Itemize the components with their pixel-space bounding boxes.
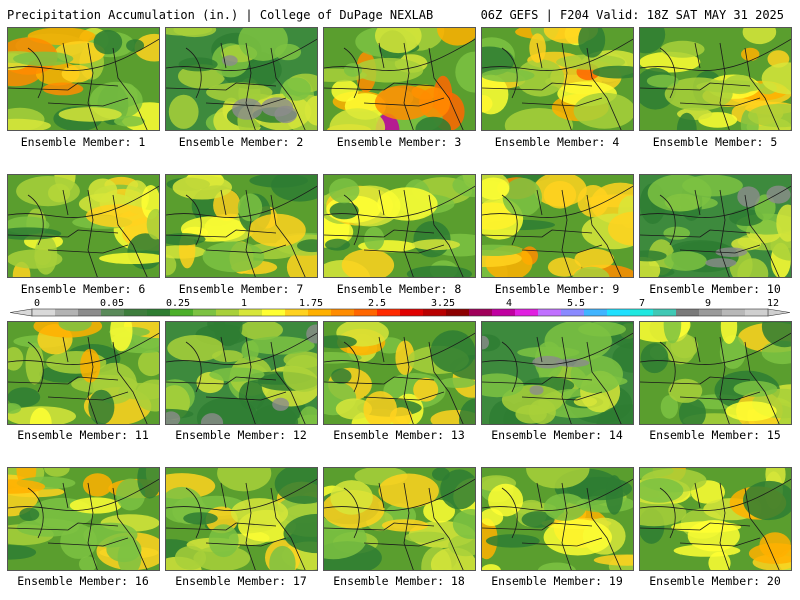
colorbar-swatch (400, 309, 424, 316)
colorbar-swatch (216, 309, 240, 316)
ensemble-member-map (165, 174, 318, 278)
colorbar-swatch (722, 309, 746, 316)
colorbar-tick-label: 0.25 (166, 298, 190, 309)
ensemble-member-label: Ensemble Member: 9 (494, 282, 620, 296)
map-title: Precipitation Accumulation (in.) | Colle… (7, 8, 434, 22)
colorbar-swatch (32, 309, 56, 316)
colorbar-tick-label: 5.5 (567, 298, 585, 309)
colorbar-swatch (653, 309, 677, 316)
colorbar-swatch (331, 309, 355, 316)
colorbar-swatch (377, 309, 401, 316)
ensemble-member-label: Ensemble Member: 10 (649, 282, 781, 296)
colorbar-swatch (147, 309, 171, 316)
ensemble-member-label: Ensemble Member: 13 (333, 428, 465, 442)
ensemble-member-map (323, 27, 476, 131)
ensemble-member-map (7, 467, 160, 571)
colorbar-tick-label: 1.75 (299, 298, 323, 309)
ensemble-member-label: Ensemble Member: 7 (178, 282, 304, 296)
colorbar-swatch (584, 309, 608, 316)
colorbar-tick-label: 1 (241, 298, 247, 309)
colorbar-swatch (285, 309, 309, 316)
ensemble-member-map (323, 174, 476, 278)
precipitation-colorbar: 0 0.05 0.25 1 1.75 2.5 3.25 4 5.5 7 9 12 (10, 296, 790, 324)
ensemble-member-map (639, 27, 792, 131)
colorbar-tick-label: 4 (506, 298, 512, 309)
colorbar-swatch (308, 309, 332, 316)
colorbar-swatch (469, 309, 493, 316)
ensemble-member-map (323, 321, 476, 425)
colorbar-swatch (55, 309, 79, 316)
ensemble-member-label: Ensemble Member: 12 (175, 428, 307, 442)
ensemble-member-label: Ensemble Member: 19 (491, 574, 623, 588)
ensemble-member-map (7, 174, 160, 278)
ensemble-member-label: Ensemble Member: 6 (20, 282, 146, 296)
ensemble-member-map (165, 467, 318, 571)
ensemble-member-map (639, 467, 792, 571)
ensemble-member-label: Ensemble Member: 4 (494, 135, 620, 149)
ensemble-member-map (165, 321, 318, 425)
ensemble-member-map (165, 27, 318, 131)
ensemble-member-map (481, 174, 634, 278)
ensemble-member-map (481, 321, 634, 425)
colorbar-tick-label: 0 (34, 298, 40, 309)
colorbar-swatch (124, 309, 148, 316)
colorbar-tick-label: 3.25 (431, 298, 455, 309)
ensemble-member-label: Ensemble Member: 2 (178, 135, 304, 149)
ensemble-member-label: Ensemble Member: 3 (336, 135, 462, 149)
ensemble-member-label: Ensemble Member: 20 (649, 574, 781, 588)
colorbar-tick-label: 9 (705, 298, 711, 309)
ensemble-member-map (323, 467, 476, 571)
ensemble-member-map (639, 174, 792, 278)
colorbar-tick-label: 12 (767, 298, 779, 309)
colorbar-swatch (745, 309, 769, 316)
colorbar-swatch (676, 309, 700, 316)
ensemble-member-label: Ensemble Member: 15 (649, 428, 781, 442)
ensemble-member-map (7, 27, 160, 131)
ensemble-member-label: Ensemble Member: 5 (652, 135, 778, 149)
colorbar-swatch (538, 309, 562, 316)
colorbar-swatch (515, 309, 539, 316)
ensemble-member-map (639, 321, 792, 425)
colorbar-swatch (423, 309, 447, 316)
colorbar-swatch (239, 309, 263, 316)
ensemble-member-label: Ensemble Member: 14 (491, 428, 623, 442)
ensemble-member-map (481, 27, 634, 131)
ensemble-member-map (7, 321, 160, 425)
ensemble-member-label: Ensemble Member: 18 (333, 574, 465, 588)
ensemble-member-label: Ensemble Member: 16 (17, 574, 149, 588)
colorbar-swatch (630, 309, 654, 316)
colorbar-swatch (78, 309, 102, 316)
colorbar-swatch (354, 309, 378, 316)
ensemble-member-label: Ensemble Member: 1 (20, 135, 146, 149)
colorbar-swatch (262, 309, 286, 316)
colorbar-tick-label: 0.05 (100, 298, 124, 309)
colorbar-swatch (446, 309, 470, 316)
colorbar-tick-label: 7 (639, 298, 645, 309)
colorbar-swatch (561, 309, 585, 316)
ensemble-member-label: Ensemble Member: 11 (17, 428, 149, 442)
colorbar-tick-label: 2.5 (368, 298, 386, 309)
ensemble-member-label: Ensemble Member: 8 (336, 282, 462, 296)
model-run-info: 06Z GEFS | F204 Valid: 18Z SAT MAY 31 20… (480, 8, 784, 22)
colorbar-swatch (193, 309, 217, 316)
colorbar-swatch (607, 309, 631, 316)
colorbar-swatch (170, 309, 194, 316)
ensemble-member-map (481, 467, 634, 571)
ensemble-member-label: Ensemble Member: 17 (175, 574, 307, 588)
colorbar-swatch (101, 309, 125, 316)
colorbar-swatch (699, 309, 723, 316)
colorbar-swatch (492, 309, 516, 316)
